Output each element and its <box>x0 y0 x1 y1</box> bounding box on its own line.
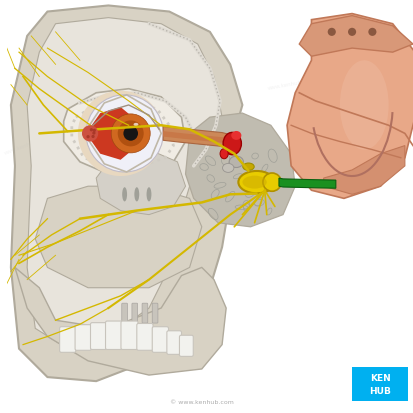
FancyBboxPatch shape <box>132 303 138 323</box>
Polygon shape <box>35 186 202 288</box>
Polygon shape <box>299 16 413 56</box>
Circle shape <box>78 91 163 176</box>
Ellipse shape <box>263 173 281 191</box>
Polygon shape <box>324 145 405 194</box>
Circle shape <box>368 28 376 36</box>
FancyBboxPatch shape <box>152 303 158 323</box>
Circle shape <box>82 125 98 142</box>
FancyBboxPatch shape <box>59 327 76 352</box>
Polygon shape <box>185 113 295 227</box>
FancyBboxPatch shape <box>152 327 169 352</box>
FancyBboxPatch shape <box>167 331 181 354</box>
Circle shape <box>93 129 96 132</box>
Ellipse shape <box>220 149 228 159</box>
Text: www.kenhub.com: www.kenhub.com <box>3 135 51 156</box>
Ellipse shape <box>134 187 139 202</box>
Polygon shape <box>11 5 242 381</box>
Circle shape <box>92 131 95 135</box>
Ellipse shape <box>238 171 275 193</box>
Polygon shape <box>287 14 413 198</box>
Polygon shape <box>27 18 222 349</box>
FancyBboxPatch shape <box>106 321 123 349</box>
Polygon shape <box>96 150 185 215</box>
FancyBboxPatch shape <box>75 325 91 350</box>
Circle shape <box>328 28 336 36</box>
Circle shape <box>91 135 95 138</box>
Polygon shape <box>86 107 133 160</box>
Text: HUB: HUB <box>369 387 391 396</box>
Text: KEN: KEN <box>370 374 390 383</box>
Ellipse shape <box>223 133 241 155</box>
FancyBboxPatch shape <box>121 321 138 349</box>
Circle shape <box>348 28 356 36</box>
Ellipse shape <box>340 60 389 150</box>
FancyBboxPatch shape <box>90 323 107 349</box>
Polygon shape <box>64 89 185 174</box>
Circle shape <box>86 95 163 172</box>
FancyBboxPatch shape <box>137 323 153 350</box>
FancyBboxPatch shape <box>122 303 128 323</box>
Text: www.kenhub.com: www.kenhub.com <box>166 178 214 195</box>
Text: www.kenhub.com: www.kenhub.com <box>85 297 132 319</box>
FancyBboxPatch shape <box>142 303 148 323</box>
FancyBboxPatch shape <box>352 367 408 401</box>
Text: www.kenhub.com: www.kenhub.com <box>65 52 111 77</box>
Polygon shape <box>15 268 226 375</box>
Ellipse shape <box>147 187 152 202</box>
Circle shape <box>86 135 90 138</box>
Text: © www.kenhub.com: © www.kenhub.com <box>170 400 234 405</box>
Ellipse shape <box>122 187 127 202</box>
Circle shape <box>111 114 150 153</box>
Polygon shape <box>279 178 336 188</box>
Circle shape <box>118 121 144 146</box>
Ellipse shape <box>229 156 243 168</box>
Circle shape <box>123 126 138 141</box>
FancyBboxPatch shape <box>180 335 193 356</box>
Ellipse shape <box>242 176 267 189</box>
Circle shape <box>90 128 93 131</box>
Text: www.kenhub.com: www.kenhub.com <box>267 78 316 91</box>
Ellipse shape <box>133 123 138 126</box>
Ellipse shape <box>243 163 254 170</box>
Polygon shape <box>163 126 238 150</box>
Ellipse shape <box>223 164 234 172</box>
Ellipse shape <box>231 131 241 140</box>
